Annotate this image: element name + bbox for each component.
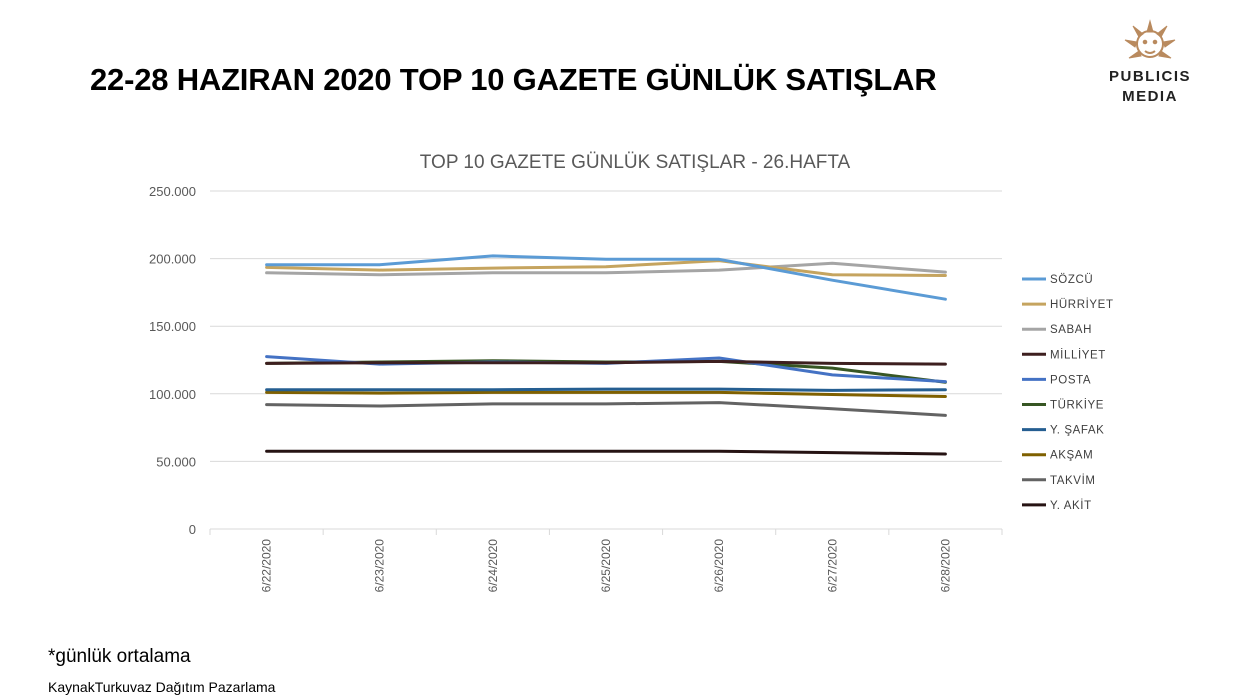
legend-label: TÜRKİYE: [1050, 399, 1104, 412]
series-line: [265, 449, 947, 456]
legend-label: Y. AKİT: [1050, 499, 1092, 512]
series-line: [265, 359, 947, 366]
legend-label: SÖZCÜ: [1050, 274, 1093, 286]
x-tick-label: 6/27/2020: [825, 539, 839, 593]
x-tick-label: 6/26/2020: [712, 539, 726, 593]
legend-label: SABAH: [1050, 324, 1092, 336]
x-tick-label: 6/23/2020: [373, 539, 387, 593]
y-tick-label: 250.000: [149, 184, 196, 199]
x-tick-label: 6/28/2020: [938, 539, 952, 593]
lion-head-icon: [1124, 19, 1176, 59]
logo-line-1: PUBLICIS: [1108, 68, 1191, 85]
legend: SÖZCÜ HÜRRİYET SABAH MİLLİYET POSTA TÜRKİYE Y.…: [1022, 274, 1114, 512]
series-line: [265, 387, 947, 392]
legend-label: HÜRRİYET: [1050, 298, 1114, 311]
x-tick-label: 6/25/2020: [599, 539, 613, 593]
series-line: [265, 401, 947, 417]
line-chart: TOP 10 GAZETE GÜNLÜK SATIŞLAR - 26.HAFTA…: [149, 152, 1114, 593]
legend-label: Y. ŞAFAK: [1050, 425, 1104, 437]
y-tick-label: 100.000: [149, 387, 196, 402]
legend-label: POSTA: [1050, 374, 1091, 386]
x-tick-label: 6/24/2020: [486, 539, 500, 593]
page-title: 22-28 HAZIRAN 2020 TOP 10 GAZETE GÜNLÜK …: [90, 62, 937, 97]
source-text: KaynakTurkuvaz Dağıtım Pazarlama: [48, 679, 276, 695]
series-line: [265, 259, 947, 277]
legend-label: TAKVİM: [1050, 474, 1096, 487]
series-line: [265, 261, 947, 277]
series-line: [265, 390, 947, 398]
legend-label: MİLLİYET: [1050, 348, 1106, 361]
logo-line-2: MEDIA: [1122, 88, 1178, 105]
y-tick-label: 200.000: [149, 252, 196, 267]
series-lines: [265, 254, 947, 456]
y-tick-label: 0: [189, 522, 196, 537]
chart-title: TOP 10 GAZETE GÜNLÜK SATIŞLAR - 26.HAFTA: [420, 152, 851, 173]
series-line: [265, 254, 947, 301]
y-tick-label: 150.000: [149, 319, 196, 334]
footnote: *günlük ortalama: [48, 646, 191, 667]
y-tick-label: 50.000: [156, 454, 196, 469]
axes: 0 50.000 100.000 150.000 200.000 250.000 6/22/…: [149, 184, 1003, 593]
x-tick-label: 6/22/2020: [260, 539, 274, 593]
legend-label: AKŞAM: [1050, 450, 1093, 462]
